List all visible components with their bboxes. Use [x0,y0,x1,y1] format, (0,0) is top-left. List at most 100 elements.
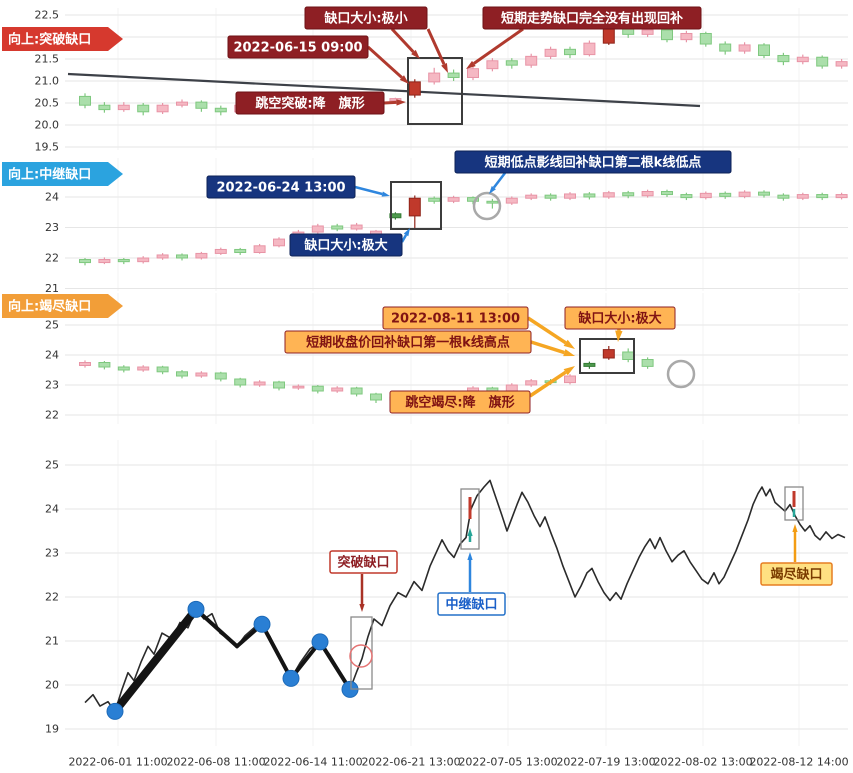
zigzag-line [260,622,293,681]
candle [195,372,208,377]
candle [273,381,285,389]
candle [602,28,615,44]
arrow [472,27,524,65]
candle [641,191,654,197]
candle [699,192,712,199]
candle [350,224,363,230]
zigzag-line [111,605,200,716]
candle [835,194,848,199]
pivot-dot [253,615,271,633]
candle [525,55,538,66]
x-tick-label: 2022-06-21 13:00 [361,756,460,769]
candle [622,192,635,197]
y-tick-label: 21.0 [35,75,60,88]
arrow [354,185,383,196]
y-tick-label: 22.5 [35,9,60,22]
arrow-head [467,528,473,536]
candle [467,197,479,202]
y-tick-label: 19 [45,723,59,736]
arrow-head [792,524,798,532]
x-tick-label: 2022-06-01 11:00 [68,756,167,769]
panel-exhaustion: 25 24 23 22 向上:竭尽缺口 2022-08-11 13:00 缺口大小:极大短期… [2,293,848,424]
pivot-dot [282,669,300,687]
arrow [530,340,565,355]
candle [641,29,654,35]
panel-banner [2,27,123,51]
panel-banner [2,162,123,186]
candle [176,101,188,106]
annotation-text: 短期走势缺口完全没有出现回补 [501,11,683,27]
candle [680,32,693,41]
candle [544,194,557,199]
gap-label-box [760,562,833,586]
candle [311,385,324,392]
candle [117,259,130,263]
x-tick-label: 2022-06-14 11:00 [263,756,362,769]
arrow [527,316,567,345]
candle [816,56,829,67]
candle [370,393,382,401]
candle [738,191,751,197]
panel-banner-label: 向上:竭尽缺口 [8,299,91,315]
candle [486,60,499,70]
candle [602,192,615,198]
pivot-dot [311,633,329,651]
annotation-box [389,390,531,414]
candle [79,95,91,106]
y-tick-label: 20.0 [35,119,60,132]
gap-highlight-box [407,57,463,125]
annotation-box [564,306,676,330]
candle [214,107,227,113]
gap-label-box [437,592,506,616]
pivot-dot [106,702,124,720]
candle [738,44,751,52]
candle [583,193,596,198]
candle [408,81,421,96]
candle [505,197,518,204]
candle [525,380,538,386]
candle [389,213,402,219]
annotation-text: 短期收盘价回补缺口第一根k线高点 [306,335,510,351]
candle [505,384,518,392]
y-tick-label: 23 [45,221,59,234]
y-tick-label: 23 [45,379,59,392]
candle [467,68,479,78]
y-tick-label: 22 [45,591,59,604]
arrow [400,234,408,243]
annotation-box [284,330,532,354]
candle [273,238,285,247]
candle [214,372,227,380]
candle [331,225,344,230]
candle [117,104,130,111]
candle [777,194,790,199]
candle [564,48,576,56]
arrow [492,172,506,189]
candle [117,366,130,371]
candle [583,42,596,56]
candle [214,248,227,254]
x-tick-label: 2022-07-19 13:00 [556,756,655,769]
annotation-text: 缺口大小:极大 [577,311,661,327]
candle [564,375,576,384]
candle [622,351,635,360]
arrow [529,370,567,398]
arrow-head [563,366,575,376]
candle [176,371,188,377]
y-tick-label: 21.5 [35,53,60,66]
candle [350,387,363,395]
candle [486,200,499,204]
arrow-head [411,49,420,59]
candles [79,25,848,116]
arrow [426,28,446,65]
y-tick-label: 24 [45,349,59,362]
y-tick-label: 22 [45,409,59,422]
candle [758,191,770,196]
y-tick-label: 24 [45,191,59,204]
y-tick-label: 21 [45,282,59,295]
candle [661,29,673,41]
annotation-text: 跳空竭尽:降 旗形 [405,395,514,411]
trendline [67,72,701,108]
candle [428,197,441,202]
annotation-box [289,233,403,257]
y-tick-label: 21 [45,635,59,648]
